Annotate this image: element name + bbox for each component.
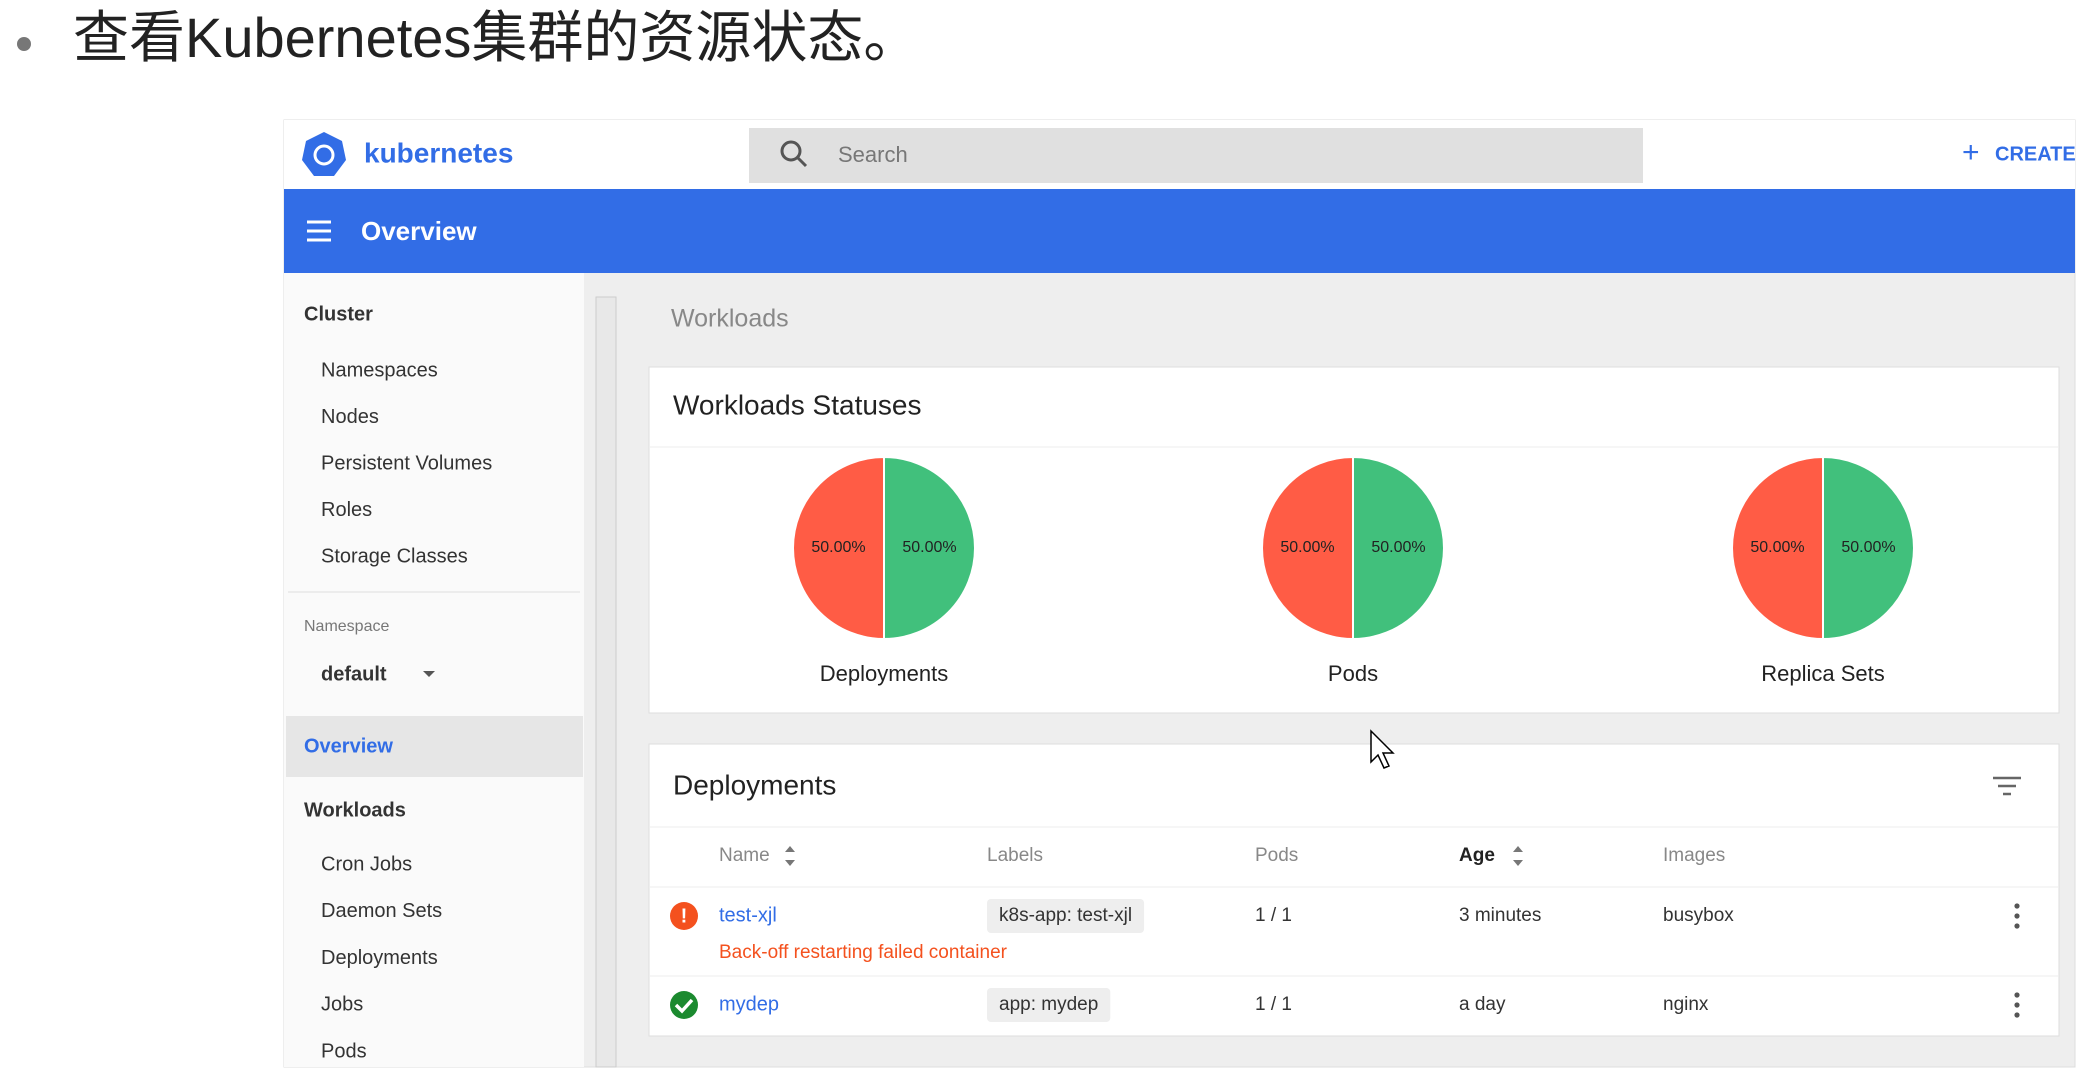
pie-label: 50.00% <box>1841 539 1895 556</box>
pie-label: 50.00% <box>811 539 865 556</box>
create-button[interactable]: CREATE <box>1995 143 2076 165</box>
nav-item[interactable]: Persistent Volumes <box>321 452 492 474</box>
column-header: Labels <box>987 845 1043 866</box>
column-header[interactable]: Age <box>1459 845 1495 866</box>
pie-label: 50.00% <box>1750 539 1804 556</box>
bullet-dot <box>17 37 31 51</box>
status-icon <box>670 991 698 1019</box>
cell: busybox <box>1663 905 1734 926</box>
pie-name: Pods <box>1328 661 1378 686</box>
cell: 1 / 1 <box>1255 905 1292 926</box>
nav-item[interactable]: Cron Jobs <box>321 853 412 875</box>
label-text: app: mydep <box>999 994 1098 1015</box>
bullet-text: 查看Kubernetes集群的资源状态。 <box>73 6 919 69</box>
sidebar <box>284 273 584 1067</box>
filter-icon[interactable] <box>1993 776 2021 796</box>
error-message: Back-off restarting failed container <box>719 942 1008 963</box>
nav-item[interactable]: Namespaces <box>321 359 438 381</box>
cell: 3 minutes <box>1459 905 1541 926</box>
card-title: Deployments <box>673 769 836 800</box>
namespace-select[interactable]: default <box>321 663 387 685</box>
page-title: Overview <box>361 216 477 246</box>
nav-item[interactable]: Pods <box>321 1040 367 1062</box>
status-icon <box>670 902 698 930</box>
mouse-cursor <box>1370 729 1395 769</box>
search-box[interactable] <box>749 128 1643 183</box>
nav-item[interactable]: Daemon Sets <box>321 900 442 922</box>
deployment-link[interactable]: test-xjl <box>719 904 777 926</box>
search-placeholder: Search <box>838 142 908 167</box>
nav-item[interactable]: Nodes <box>321 406 379 428</box>
pie-slice <box>1731 455 1824 641</box>
pie-label: 50.00% <box>902 539 956 556</box>
overview-highlight <box>286 716 583 777</box>
deployment-link[interactable]: mydep <box>719 993 779 1015</box>
pie-name: Replica Sets <box>1761 661 1885 686</box>
search-icon <box>796 156 808 168</box>
kebab-menu[interactable] <box>2014 992 2020 998</box>
pie-slice <box>1261 455 1354 641</box>
status-icon <box>674 998 694 1014</box>
cell: a day <box>1459 994 1506 1015</box>
create-plus: + <box>1962 136 1980 169</box>
kebab-menu[interactable] <box>2014 1012 2020 1018</box>
nav-item[interactable]: Storage Classes <box>321 545 468 567</box>
kebab-menu[interactable] <box>2014 923 2020 929</box>
label-text: k8s-app: test-xjl <box>999 905 1132 926</box>
kebab-menu[interactable] <box>2014 903 2020 909</box>
section-title: Workloads <box>671 305 789 333</box>
column-header: Pods <box>1255 845 1298 866</box>
dropdown-arrow <box>423 671 435 677</box>
sort-icon <box>1513 846 1523 866</box>
sort-icon <box>785 846 795 866</box>
cell: nginx <box>1663 994 1709 1015</box>
deployments-card <box>648 743 2060 1037</box>
label-chip <box>987 899 1145 933</box>
title-bar <box>284 189 2075 273</box>
nav-item[interactable]: Jobs <box>321 994 363 1016</box>
cell: 1 / 1 <box>1255 994 1292 1015</box>
column-header[interactable]: Name <box>719 845 770 866</box>
pie-label: 50.00% <box>1371 539 1425 556</box>
brand: kubernetes <box>364 137 513 168</box>
pie-slice <box>1352 455 1445 641</box>
nav-heading: Cluster <box>304 303 373 325</box>
status-icon: ! <box>681 905 688 927</box>
pie-slice <box>883 455 976 641</box>
nav-item-active[interactable]: Overview <box>304 735 393 757</box>
nav-item[interactable]: Roles <box>321 499 372 521</box>
nav-item[interactable]: Deployments <box>321 947 438 969</box>
column-header: Images <box>1663 845 1725 866</box>
menu-icon[interactable] <box>307 220 331 242</box>
nav-heading: Workloads <box>304 799 406 821</box>
label-chip <box>987 988 1111 1022</box>
kebab-menu[interactable] <box>2014 1002 2020 1008</box>
scrollbar[interactable] <box>595 296 617 1068</box>
kebab-menu[interactable] <box>2014 913 2020 919</box>
pie-slice <box>792 455 885 641</box>
pie-slice <box>1822 455 1915 641</box>
search-icon <box>780 140 802 162</box>
namespace-label: Namespace <box>304 618 389 635</box>
card-title: Workloads Statuses <box>673 389 922 420</box>
pie-label: 50.00% <box>1280 539 1334 556</box>
pie-name: Deployments <box>820 661 948 686</box>
logo <box>302 132 346 176</box>
